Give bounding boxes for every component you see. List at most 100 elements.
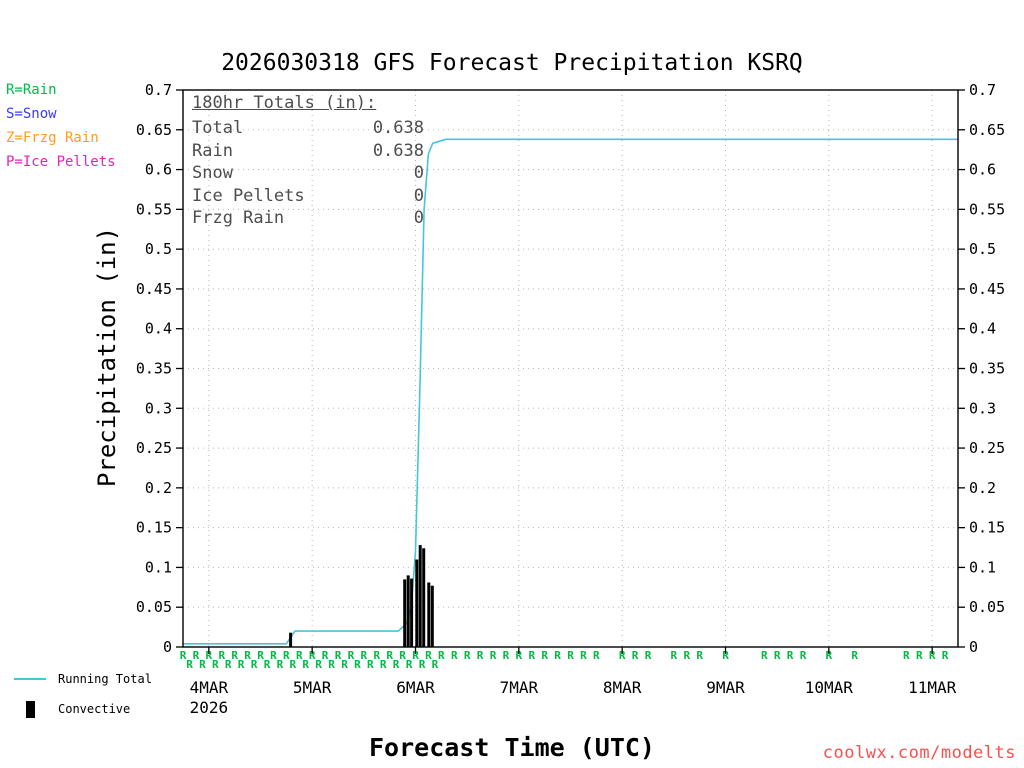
svg-text:R: R	[425, 649, 432, 662]
svg-text:R: R	[761, 649, 768, 662]
svg-text:R: R	[257, 649, 264, 662]
totals-label: Snow	[192, 163, 233, 183]
svg-text:0.55: 0.55	[136, 200, 172, 218]
svg-text:R: R	[722, 649, 729, 662]
svg-text:R: R	[825, 649, 832, 662]
svg-text:R: R	[490, 649, 497, 662]
totals-value: 0.638	[372, 140, 424, 161]
svg-text:R: R	[670, 649, 677, 662]
svg-text:0.65: 0.65	[969, 121, 1005, 139]
svg-text:0.3: 0.3	[969, 399, 996, 417]
svg-text:R: R	[218, 649, 225, 662]
svg-text:0.5: 0.5	[145, 240, 172, 258]
svg-text:R: R	[528, 649, 535, 662]
svg-text:R: R	[619, 649, 626, 662]
svg-text:R: R	[328, 658, 335, 671]
totals-label: Frzg Rain	[192, 208, 285, 228]
totals-label: Total	[192, 118, 244, 138]
svg-text:R: R	[774, 649, 781, 662]
svg-text:R: R	[360, 649, 367, 662]
svg-text:R: R	[593, 649, 600, 662]
svg-text:R: R	[264, 658, 271, 671]
svg-text:R: R	[322, 649, 329, 662]
legend-rain: R=Rain	[6, 82, 57, 98]
svg-text:0.1: 0.1	[969, 558, 996, 576]
legend-snow: S=Snow	[6, 106, 57, 122]
svg-text:R: R	[800, 649, 807, 662]
svg-text:10MAR: 10MAR	[805, 678, 854, 697]
totals-value: 0	[413, 208, 424, 228]
svg-text:0.2: 0.2	[145, 479, 172, 497]
svg-text:R: R	[367, 658, 374, 671]
svg-text:R: R	[354, 658, 361, 671]
svg-text:0.5: 0.5	[969, 240, 996, 258]
gridlines	[183, 90, 958, 647]
svg-text:R: R	[903, 649, 910, 662]
svg-text:0.6: 0.6	[145, 161, 172, 179]
svg-text:0.15: 0.15	[969, 519, 1005, 537]
svg-text:R: R	[386, 649, 393, 662]
svg-text:0: 0	[163, 638, 172, 656]
svg-text:8MAR: 8MAR	[603, 678, 642, 697]
convective-bars	[289, 545, 434, 647]
svg-text:0.55: 0.55	[969, 200, 1005, 218]
svg-text:R: R	[851, 649, 858, 662]
svg-text:R: R	[205, 649, 212, 662]
svg-text:R: R	[787, 649, 794, 662]
svg-text:R: R	[477, 649, 484, 662]
svg-text:R: R	[199, 658, 206, 671]
svg-text:R: R	[251, 658, 258, 671]
svg-text:R: R	[302, 658, 309, 671]
svg-text:R: R	[373, 649, 380, 662]
svg-text:R: R	[341, 658, 348, 671]
svg-text:0.25: 0.25	[136, 439, 172, 457]
totals-row-total: Total 0.638	[192, 117, 424, 140]
totals-value: 0	[413, 163, 424, 183]
y-axis-title: Precipitation (in)	[93, 226, 121, 488]
totals-row-ice-pellets: Ice Pellets 0	[192, 185, 424, 208]
svg-text:R: R	[296, 649, 303, 662]
svg-text:0.2: 0.2	[969, 479, 996, 497]
totals-row-rain: Rain 0.638	[192, 140, 424, 163]
svg-text:R: R	[412, 649, 419, 662]
svg-text:0.3: 0.3	[145, 399, 172, 417]
svg-text:R: R	[432, 658, 439, 671]
svg-text:R: R	[929, 649, 936, 662]
svg-text:R: R	[419, 658, 426, 671]
totals-row-frzg-rain: Frzg Rain 0	[192, 207, 424, 230]
svg-text:R: R	[451, 649, 458, 662]
svg-text:R: R	[580, 649, 587, 662]
svg-text:R: R	[541, 649, 548, 662]
svg-text:R: R	[645, 649, 652, 662]
svg-text:0.1: 0.1	[145, 558, 172, 576]
svg-text:0.35: 0.35	[969, 360, 1005, 378]
svg-text:R: R	[916, 649, 923, 662]
svg-text:0.4: 0.4	[145, 320, 172, 338]
svg-text:11MAR: 11MAR	[908, 678, 957, 697]
svg-text:R: R	[225, 658, 232, 671]
svg-text:9MAR: 9MAR	[706, 678, 745, 697]
legend-running-total-label: Running Total	[58, 672, 152, 686]
svg-text:4MAR: 4MAR	[190, 678, 229, 697]
totals-label: Ice Pellets	[192, 185, 305, 206]
svg-text:R: R	[942, 649, 949, 662]
credit-link[interactable]: coolwx.com/modelts	[822, 743, 1016, 763]
svg-text:R: R	[238, 658, 245, 671]
svg-text:0.7: 0.7	[145, 81, 172, 99]
svg-text:R: R	[406, 658, 413, 671]
svg-text:R: R	[180, 649, 187, 662]
svg-text:R: R	[212, 658, 219, 671]
svg-text:R: R	[186, 658, 193, 671]
totals-label: Rain	[192, 140, 233, 161]
svg-text:R: R	[567, 649, 574, 662]
legend-convective-label: Convective	[58, 702, 131, 716]
svg-text:7MAR: 7MAR	[500, 678, 539, 697]
svg-text:5MAR: 5MAR	[293, 678, 332, 697]
svg-text:0.45: 0.45	[969, 280, 1005, 298]
totals-header: 180hr Totals (in):	[192, 93, 377, 113]
precip-type-legend: R=Rain S=Snow Z=Frzg Rain P=Ice Pellets	[6, 78, 116, 174]
svg-text:0.6: 0.6	[969, 161, 996, 179]
svg-text:R: R	[193, 649, 200, 662]
svg-text:R: R	[554, 649, 561, 662]
